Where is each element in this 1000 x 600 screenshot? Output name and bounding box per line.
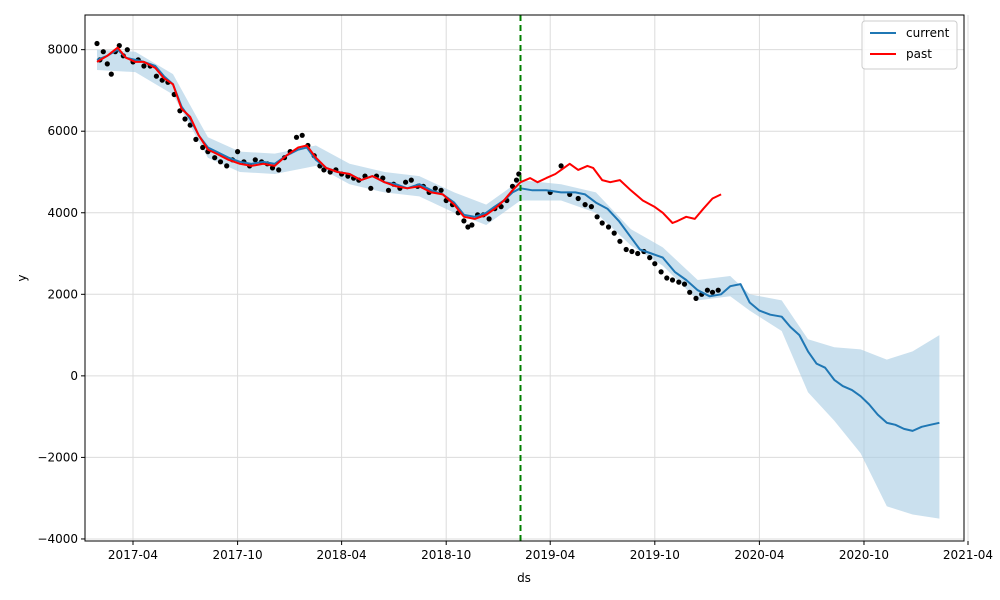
observed-point: [652, 261, 658, 267]
x-tick-label-2019-04: 2019-04: [525, 548, 575, 562]
legend-label-past: past: [906, 47, 932, 61]
observed-point: [408, 177, 414, 183]
x-tick-label-2019-10: 2019-10: [630, 548, 680, 562]
observed-point: [664, 275, 670, 281]
observed-point: [461, 218, 467, 224]
y-tick-label-2000: 2000: [47, 287, 78, 301]
observed-point: [368, 185, 374, 191]
observed-point: [217, 159, 224, 165]
observed-point: [704, 287, 711, 293]
observed-point: [611, 230, 617, 236]
observed-point: [605, 224, 612, 230]
observed-point: [193, 136, 199, 142]
observed-point: [599, 220, 605, 226]
observed-point: [252, 157, 258, 163]
observed-points-layer: [94, 40, 721, 301]
y-tick-label-0: 0: [70, 369, 78, 383]
x-tick-label-2018-10: 2018-10: [421, 548, 471, 562]
x-tick-label-2017-04: 2017-04: [108, 548, 158, 562]
uncertainty-band: [97, 49, 940, 519]
observed-point: [141, 63, 147, 69]
observed-point: [100, 49, 106, 55]
observed-point: [187, 122, 193, 128]
observed-point: [104, 61, 110, 67]
observed-point: [276, 167, 282, 173]
y-tick-label-4000: 4000: [47, 206, 78, 220]
observed-point: [235, 149, 241, 155]
y-tick-label-8000: 8000: [47, 43, 78, 57]
observed-point: [182, 116, 188, 122]
observed-point: [575, 195, 581, 202]
observed-point: [676, 279, 682, 285]
y-tick-label-2000: −2000: [37, 450, 78, 464]
x-tick-label-2018-04: 2018-04: [317, 548, 367, 562]
observed-point: [658, 269, 664, 275]
observed-point: [647, 255, 653, 261]
uncertainty-band-layer: [97, 49, 940, 519]
series-line-past: [96, 46, 722, 224]
observed-point: [403, 179, 409, 185]
observed-point: [153, 73, 159, 79]
observed-point: [693, 295, 699, 301]
legend: current past: [861, 20, 958, 70]
observed-point: [669, 277, 676, 283]
observed-point: [588, 204, 595, 210]
y-axis: −4000 −2000 0 2000 4000 6000 8000: [37, 43, 85, 546]
y-axis-title: y: [15, 274, 29, 281]
x-tick-label-2020-10: 2020-10: [839, 548, 889, 562]
observed-point: [108, 71, 114, 77]
observed-point: [486, 216, 492, 222]
observed-point: [212, 155, 218, 161]
observed-point: [380, 175, 386, 181]
observed-point: [469, 222, 475, 228]
observed-point: [200, 144, 206, 151]
legend-label-current: current: [906, 26, 950, 40]
x-tick-label-2021-04: 2021-04: [943, 548, 993, 562]
observed-point: [687, 289, 693, 295]
observed-point: [224, 163, 230, 169]
observed-point: [594, 214, 600, 220]
observed-point: [709, 289, 716, 295]
observed-point: [635, 250, 641, 257]
observed-point: [385, 187, 392, 193]
x-tick-label-2017-10: 2017-10: [213, 548, 263, 562]
observed-point: [617, 238, 623, 244]
observed-point: [432, 185, 438, 191]
observed-point: [438, 187, 444, 193]
observed-point: [94, 40, 100, 47]
observed-point: [681, 281, 688, 287]
observed-point: [513, 177, 520, 183]
observed-point: [623, 246, 629, 253]
observed-point: [124, 47, 130, 53]
observed-point: [715, 287, 721, 293]
plot-frame: [84, 14, 965, 542]
observed-point: [558, 163, 564, 169]
y-tick-label-6000: 6000: [47, 124, 78, 138]
x-axis-title: ds: [517, 571, 531, 585]
observed-point: [293, 134, 300, 140]
observed-point: [629, 248, 635, 255]
x-axis: 2017-04 2017-10 2018-04 2018-10 2019-04 2019-…: [108, 541, 993, 562]
observed-point: [321, 167, 327, 173]
grid: [85, 15, 969, 541]
observed-point: [299, 132, 305, 138]
observed-point: [465, 224, 471, 230]
observed-point: [582, 202, 588, 208]
x-tick-label-2020-04: 2020-04: [734, 548, 784, 562]
y-tick-label-4000: −4000: [37, 532, 78, 546]
